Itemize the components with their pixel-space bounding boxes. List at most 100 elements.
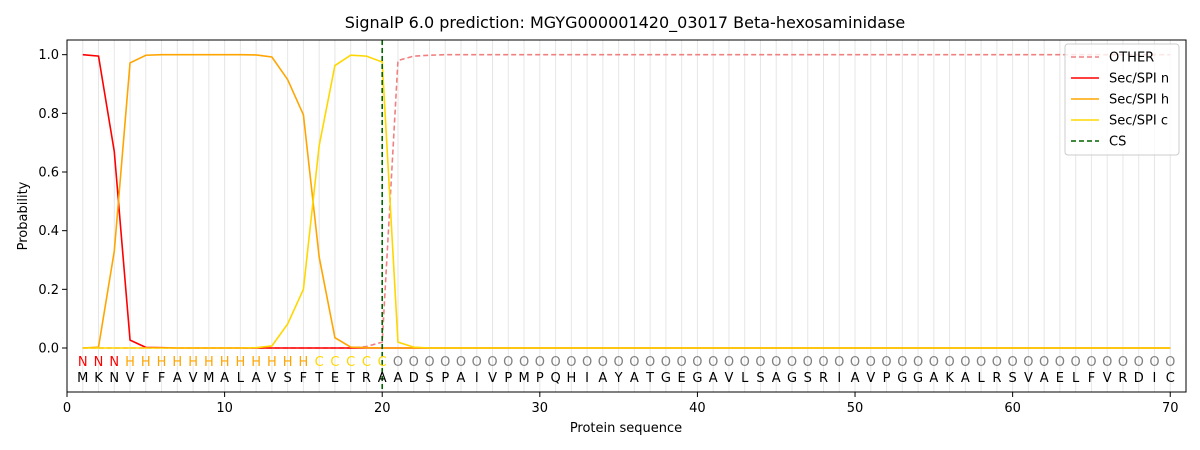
plot-area [82, 40, 1171, 392]
residue-label: A [457, 371, 466, 386]
prediction-label: O [487, 355, 497, 370]
legend: OTHER Sec/SPI n Sec/SPI h Sec/SPI c CS [1064, 43, 1180, 156]
prediction-label: O [645, 355, 655, 370]
prediction-label: O [550, 355, 560, 370]
chart-title: SignalP 6.0 prediction: MGYG000001420_03… [345, 13, 905, 33]
residue-label: V [488, 371, 497, 386]
prediction-label: O [866, 355, 876, 370]
residue-label: T [314, 371, 323, 386]
x-axis-label: Protein sequence [570, 421, 682, 436]
prediction-label: N [109, 355, 119, 370]
prediction-label: H [283, 355, 293, 370]
prediction-label: O [440, 355, 450, 370]
residue-label: H [566, 371, 576, 386]
prediction-label: H [220, 355, 230, 370]
residue-label: G [913, 371, 923, 386]
legend-entry: CS [1109, 135, 1126, 150]
x-tick-label: 0 [63, 401, 71, 416]
residue-label: K [94, 371, 103, 386]
prediction-label: O [598, 355, 608, 370]
residue-label: A [173, 371, 182, 386]
prediction-label: O [629, 355, 639, 370]
residue-label: F [300, 371, 307, 386]
prediction-label: O [1134, 355, 1144, 370]
residue-label: A [1040, 371, 1049, 386]
prediction-label: O [1039, 355, 1049, 370]
legend-box [1064, 43, 1180, 156]
residue-label: M [518, 371, 529, 386]
prediction-label: O [393, 355, 403, 370]
residue-label: I [585, 371, 589, 386]
residue-label: A [630, 371, 639, 386]
residue-label: R [819, 371, 828, 386]
residue-label: G [787, 371, 797, 386]
prediction-label: O [818, 355, 828, 370]
y-tick-label: 0.8 [38, 107, 59, 122]
prediction-label: O [1071, 355, 1081, 370]
prediction-label: O [803, 355, 813, 370]
y-tick-label: 0.2 [38, 283, 59, 298]
x-tick-label: 40 [689, 401, 706, 416]
prediction-label: O [535, 355, 545, 370]
prediction-label: O [566, 355, 576, 370]
residue-label: F [158, 371, 165, 386]
y-axis-label: Probability [16, 181, 31, 250]
residue-label: P [504, 371, 512, 386]
prediction-label: O [1023, 355, 1033, 370]
residue-label: I [837, 371, 841, 386]
residue-label: Y [614, 371, 623, 386]
prediction-label: O [708, 355, 718, 370]
prediction-label: O [929, 355, 939, 370]
residue-label: E [1056, 371, 1064, 386]
prediction-label: C [315, 355, 324, 370]
prediction-label: H [141, 355, 151, 370]
residue-label: V [1103, 371, 1112, 386]
prediction-label: O [850, 355, 860, 370]
residue-label: L [977, 371, 985, 386]
residue-label: P [441, 371, 449, 386]
residue-label: R [362, 371, 371, 386]
prediction-label: O [1102, 355, 1112, 370]
residue-label: K [945, 371, 954, 386]
series-line-other [82, 53, 1171, 349]
residue-label: V [126, 371, 135, 386]
residue-label: L [741, 371, 749, 386]
residue-label: A [394, 371, 403, 386]
prediction-label: O [944, 355, 954, 370]
prediction-label: O [661, 355, 671, 370]
residue-label: V [724, 371, 733, 386]
residue-label: S [284, 371, 292, 386]
prediction-label: O [1118, 355, 1128, 370]
residue-label: C [1166, 371, 1175, 386]
residue-label: S [804, 371, 812, 386]
prediction-label: H [204, 355, 214, 370]
prediction-label: O [409, 355, 419, 370]
prediction-label: H [172, 355, 182, 370]
residue-label: A [772, 371, 781, 386]
legend-entry: Sec/SPI h [1109, 93, 1169, 108]
residue-label: Q [550, 371, 560, 386]
y-tick-label: 1.0 [38, 48, 59, 63]
prediction-label: O [1149, 355, 1159, 370]
prediction-label: C [330, 355, 339, 370]
residue-label: D [1134, 371, 1144, 386]
prediction-label: H [235, 355, 245, 370]
prediction-label: N [78, 355, 88, 370]
x-tick-label: 50 [847, 401, 864, 416]
prediction-label: H [251, 355, 261, 370]
x-tick-label: 20 [374, 401, 391, 416]
residue-label: P [883, 371, 891, 386]
residue-label: M [77, 371, 88, 386]
residue-label: E [331, 371, 339, 386]
prediction-label: C [378, 355, 387, 370]
residue-label: A [961, 371, 970, 386]
prediction-label: O [913, 355, 923, 370]
legend-entry: OTHER [1109, 51, 1154, 66]
prediction-label: O [677, 355, 687, 370]
legend-entry: Sec/SPI n [1109, 72, 1169, 87]
prediction-label: O [1086, 355, 1096, 370]
prediction-label: O [582, 355, 592, 370]
prediction-label: O [692, 355, 702, 370]
residue-label: A [598, 371, 607, 386]
